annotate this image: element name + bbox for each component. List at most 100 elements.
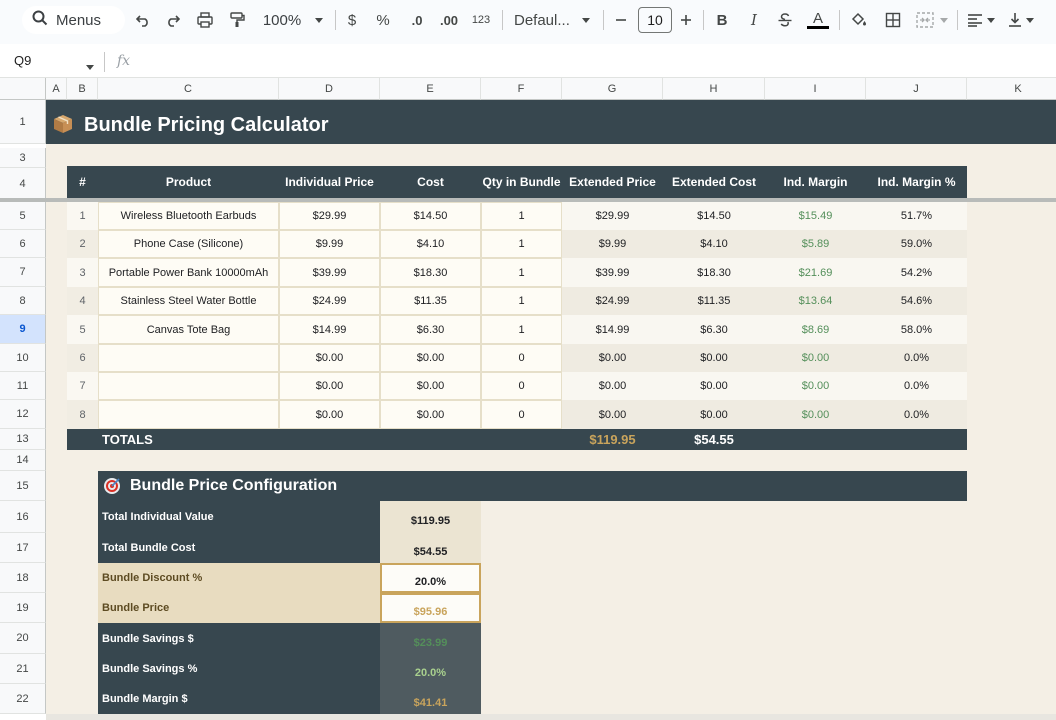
config-value-bundle-discount[interactable]: 20.0% — [380, 563, 481, 593]
cell-price[interactable]: $39.99 — [279, 258, 380, 287]
cell-price[interactable]: $0.00 — [279, 344, 380, 372]
column-header-i[interactable]: I — [765, 78, 866, 100]
row-header-12[interactable]: 12 — [0, 400, 46, 429]
redo-button[interactable] — [163, 8, 183, 32]
decrease-decimal-button[interactable]: .0 — [406, 8, 428, 32]
frozen-rows-divider[interactable] — [0, 198, 1056, 202]
column-header-b[interactable]: B — [67, 78, 98, 100]
bold-button[interactable]: B — [713, 8, 731, 32]
paint-bucket-icon — [850, 12, 868, 28]
italic-button[interactable]: I — [745, 8, 763, 32]
column-header-j[interactable]: J — [866, 78, 967, 100]
cell-qty[interactable]: 1 — [481, 202, 562, 230]
more-formats-button[interactable]: 123 — [470, 8, 492, 32]
row-header-18[interactable]: 18 — [0, 563, 46, 593]
increase-decimal-button[interactable]: .00 — [438, 8, 460, 32]
cell-product[interactable]: Wireless Bluetooth Earbuds — [98, 202, 279, 230]
column-header-d[interactable]: D — [279, 78, 380, 100]
cell-price[interactable]: $29.99 — [279, 202, 380, 230]
row-header-1[interactable]: 1 — [0, 100, 46, 144]
vertical-align-button[interactable] — [1005, 8, 1037, 32]
chevron-down-icon[interactable] — [86, 59, 94, 73]
row-header-13[interactable]: 13 — [0, 429, 46, 450]
cell-cost[interactable]: $0.00 — [380, 344, 481, 372]
row-header-20[interactable]: 20 — [0, 623, 46, 654]
cell-price[interactable]: $9.99 — [279, 230, 380, 258]
cell-qty[interactable]: 0 — [481, 344, 562, 372]
row-header-10[interactable]: 10 — [0, 344, 46, 372]
cell-price[interactable]: $24.99 — [279, 287, 380, 315]
row-header-3[interactable]: 3 — [0, 148, 46, 168]
cell-qty[interactable]: 1 — [481, 287, 562, 315]
cell-cost[interactable]: $14.50 — [380, 202, 481, 230]
cell-cost[interactable]: $18.30 — [380, 258, 481, 287]
cell-product[interactable]: Phone Case (Silicone) — [98, 230, 279, 258]
cell-product[interactable]: Canvas Tote Bag — [98, 315, 279, 344]
title-bar — [46, 100, 1056, 144]
select-all-corner[interactable] — [0, 78, 46, 100]
increase-font-size-button[interactable] — [678, 8, 694, 32]
decrease-font-size-button[interactable] — [613, 8, 629, 32]
cell-product[interactable] — [98, 372, 279, 400]
column-header-e[interactable]: E — [380, 78, 481, 100]
row-header-22[interactable]: 22 — [0, 684, 46, 714]
column-header-f[interactable]: F — [481, 78, 562, 100]
row-header-11[interactable]: 11 — [0, 372, 46, 400]
cell-product[interactable]: Stainless Steel Water Bottle — [98, 287, 279, 315]
print-button[interactable] — [194, 8, 216, 32]
font-family-select[interactable]: Defaul... — [514, 8, 594, 32]
merge-cells-button[interactable] — [914, 8, 950, 32]
cell-cost[interactable]: $4.10 — [380, 230, 481, 258]
row-header-8[interactable]: 8 — [0, 287, 46, 315]
paint-format-button[interactable] — [226, 8, 248, 32]
column-header-c[interactable]: C — [98, 78, 279, 100]
fill-color-button[interactable] — [849, 8, 869, 32]
column-header-k[interactable]: K — [967, 78, 1056, 100]
row-header-16[interactable]: 16 — [0, 501, 46, 533]
percent-format-button[interactable]: % — [374, 8, 392, 32]
column-header-h[interactable]: H — [663, 78, 765, 100]
font-size-input[interactable]: 10 — [638, 7, 672, 33]
row-header-19[interactable]: 19 — [0, 593, 46, 623]
cell-qty[interactable]: 0 — [481, 372, 562, 400]
horizontal-align-button[interactable] — [965, 8, 997, 32]
toolbar-divider — [839, 10, 840, 30]
horizontal-scrollbar[interactable] — [46, 714, 1056, 720]
menus-search-button[interactable]: Menus — [22, 6, 125, 34]
row-header-6[interactable]: 6 — [0, 230, 46, 258]
strikethrough-button[interactable] — [775, 8, 795, 32]
row-header-9[interactable]: 9 — [0, 315, 46, 344]
cell-price[interactable]: $0.00 — [279, 400, 380, 429]
row-header-17[interactable]: 17 — [0, 533, 46, 563]
row-header-15[interactable]: 15 — [0, 471, 46, 501]
cell-price[interactable]: $0.00 — [279, 372, 380, 400]
cell-qty[interactable]: 1 — [481, 258, 562, 287]
cell-qty[interactable]: 1 — [481, 230, 562, 258]
row-header-14[interactable]: 14 — [0, 450, 46, 471]
cell-cost[interactable]: $11.35 — [380, 287, 481, 315]
formula-input[interactable] — [145, 52, 1045, 72]
cell-product[interactable] — [98, 344, 279, 372]
undo-button[interactable] — [133, 8, 153, 32]
zoom-select[interactable]: 100% — [258, 8, 328, 32]
cell-product[interactable]: Portable Power Bank 10000mAh — [98, 258, 279, 287]
row-header-7[interactable]: 7 — [0, 258, 46, 287]
name-box[interactable]: Q9 — [14, 53, 32, 68]
text-color-button[interactable]: A — [806, 8, 830, 32]
cell-price[interactable]: $14.99 — [279, 315, 380, 344]
borders-button[interactable] — [883, 8, 903, 32]
package-icon — [52, 114, 74, 134]
currency-format-button[interactable]: $ — [344, 8, 360, 32]
row-header-4[interactable]: 4 — [0, 168, 46, 200]
column-header-a[interactable]: A — [46, 78, 67, 100]
row-header-5[interactable]: 5 — [0, 202, 46, 230]
header-cost: Cost — [417, 175, 444, 189]
cell-cost[interactable]: $6.30 — [380, 315, 481, 344]
cell-cost[interactable]: $0.00 — [380, 372, 481, 400]
row-header-21[interactable]: 21 — [0, 654, 46, 684]
cell-cost[interactable]: $0.00 — [380, 400, 481, 429]
column-header-g[interactable]: G — [562, 78, 663, 100]
cell-qty[interactable]: 1 — [481, 315, 562, 344]
cell-product[interactable] — [98, 400, 279, 429]
cell-qty[interactable]: 0 — [481, 400, 562, 429]
